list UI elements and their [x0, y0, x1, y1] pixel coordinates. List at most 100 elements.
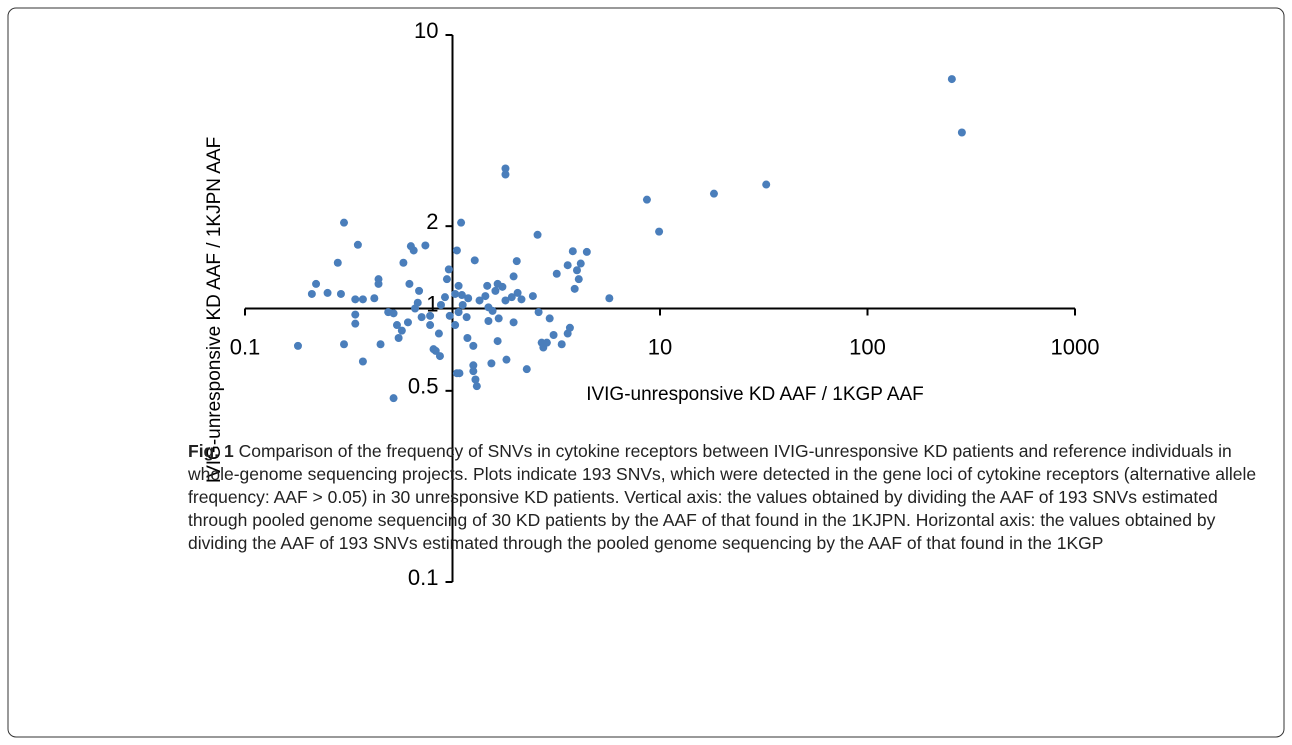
point	[570, 284, 579, 293]
point	[392, 321, 401, 330]
point	[568, 247, 577, 256]
point	[421, 241, 430, 250]
point	[563, 261, 572, 270]
x-tick-label: 1000	[1051, 334, 1100, 359]
point	[957, 128, 966, 137]
point	[417, 313, 426, 322]
point	[351, 295, 360, 304]
point	[426, 321, 435, 330]
point	[484, 317, 493, 326]
point	[444, 265, 453, 274]
point	[488, 306, 497, 315]
point	[522, 365, 531, 374]
point	[762, 180, 771, 189]
point	[509, 272, 518, 281]
point	[426, 311, 435, 320]
point	[458, 300, 467, 309]
point	[323, 288, 332, 297]
point	[445, 311, 454, 320]
point	[545, 314, 554, 323]
x-axis-title: IVIG-unresponsive KD AAF / 1KGP AAF	[586, 384, 924, 405]
y-axis-title: IVIG-unresponsive KD AAF / 1KJPN AAF	[204, 137, 225, 483]
caption-label: Fig. 1	[188, 441, 234, 461]
point	[493, 337, 502, 346]
point	[512, 257, 521, 266]
point	[565, 323, 574, 332]
y-tick-label: 0.5	[408, 374, 439, 399]
point	[452, 246, 461, 255]
point	[454, 281, 463, 290]
point	[475, 296, 484, 305]
point	[376, 340, 385, 349]
y-tick-label: 10	[414, 18, 438, 43]
figure-frame	[7, 7, 1285, 738]
point	[353, 240, 362, 249]
point	[642, 195, 651, 204]
point	[533, 230, 542, 239]
point	[502, 355, 511, 364]
point	[487, 359, 496, 368]
point	[483, 281, 492, 290]
point	[370, 294, 379, 303]
point	[403, 318, 412, 327]
point	[470, 256, 479, 265]
point	[507, 293, 516, 302]
point	[605, 294, 614, 303]
point	[501, 164, 510, 173]
point	[471, 375, 480, 384]
point	[481, 292, 490, 301]
point	[434, 329, 443, 338]
point	[340, 218, 349, 227]
point	[455, 369, 464, 378]
point	[509, 318, 518, 327]
y-tick-label: 1	[426, 291, 438, 316]
point	[358, 357, 367, 366]
point	[709, 189, 718, 198]
point	[435, 352, 444, 361]
point	[947, 75, 956, 84]
point	[457, 291, 466, 300]
point	[351, 319, 360, 328]
point	[464, 294, 473, 303]
point	[397, 326, 406, 335]
point	[451, 289, 460, 298]
caption-text: Comparison of the frequency of SNVs in c…	[188, 441, 1257, 553]
y-tick-label: 0.1	[408, 565, 439, 590]
point	[358, 295, 367, 304]
point	[394, 334, 403, 343]
point	[557, 340, 566, 349]
point	[513, 288, 522, 297]
caption: Fig. 1 Comparison of the frequency of SN…	[188, 440, 1268, 555]
point	[389, 394, 398, 403]
point	[312, 279, 321, 288]
point	[451, 321, 460, 330]
point	[462, 313, 471, 322]
point	[501, 296, 510, 305]
point	[389, 309, 398, 318]
point	[493, 279, 502, 288]
point	[534, 308, 543, 317]
point	[411, 304, 420, 313]
y-tick-label: 2	[426, 209, 438, 234]
point	[442, 275, 451, 284]
point	[517, 295, 526, 304]
point	[491, 286, 500, 295]
point	[415, 286, 424, 295]
point	[340, 340, 349, 349]
point	[552, 269, 561, 278]
point	[542, 338, 551, 347]
point	[528, 292, 537, 301]
point	[463, 334, 472, 343]
point	[494, 314, 503, 323]
point	[351, 310, 360, 319]
point	[457, 218, 466, 227]
point	[572, 266, 581, 275]
point	[307, 289, 316, 298]
point	[409, 246, 418, 255]
point	[454, 308, 463, 317]
point	[582, 247, 591, 256]
point	[333, 258, 342, 267]
point	[336, 289, 345, 298]
point	[436, 300, 445, 309]
